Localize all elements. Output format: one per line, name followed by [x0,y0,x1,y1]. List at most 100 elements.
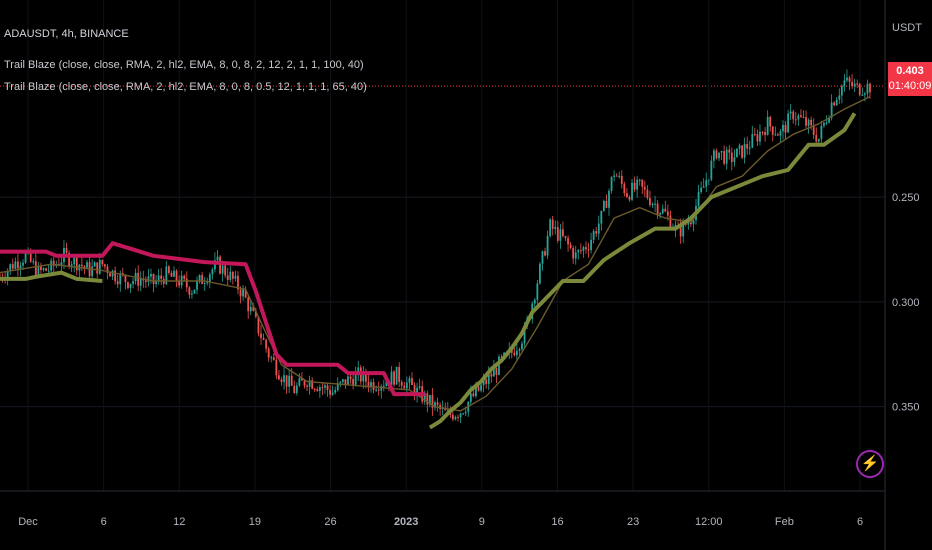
candle-body [40,266,42,271]
candle-body [216,256,219,261]
candle-body [797,115,800,120]
candle-body [265,339,268,349]
candle-body [782,124,784,132]
candle-body [331,392,334,395]
candle-body [86,262,88,268]
candle-body [853,83,856,87]
candle-body [623,183,626,194]
candle-body [45,268,47,271]
time-tick-label: 6 [101,516,107,528]
candle-body [477,386,480,391]
time-axis: Dec 6 12 19 26 2023 9 16 23 12:00 Feb 6 [18,516,863,528]
symbol-label[interactable]: ADAUSDT, 4h, BINANCE [4,28,129,40]
candle-body [464,411,467,414]
candle-body [160,275,163,279]
time-tick-label: 9 [479,516,485,528]
candle-body [805,117,807,126]
candle-body [336,383,339,390]
candle-body [14,261,17,269]
candle-body [656,203,659,215]
candle-body [469,393,472,402]
candle-body [666,211,669,216]
candle-body [116,281,119,285]
candle-body [582,247,585,251]
candle-body [362,371,365,382]
candle-body [185,278,188,288]
candle-body [75,256,78,271]
candle-body [792,111,795,120]
candle-body [224,265,227,276]
candle-body [155,280,157,285]
candle-body [226,275,229,280]
candle-body [554,227,557,229]
candle-body [707,179,710,181]
candle-body [193,289,196,294]
lightning-bolt-icon[interactable]: ⚡ [856,450,884,478]
candle-body [144,280,147,282]
candle-body [22,262,24,266]
candle-body [418,386,421,388]
candle-body [861,94,864,96]
candle-body [636,179,639,190]
candle-body [254,310,257,317]
candle-body [400,381,403,386]
candle-body [613,175,616,177]
candle-body [720,151,723,153]
indicator-legend-2[interactable]: Trail Blaze (close, close, RMA, 2, hl2, … [4,81,367,93]
candle-body [295,385,298,394]
candle-body [24,252,27,263]
candle-body [357,367,360,374]
candle-body [290,375,293,386]
candle-body [50,260,53,271]
candle-body [206,282,209,284]
candle-body [825,122,828,124]
candle-body [68,252,70,267]
candle-body [866,83,869,94]
candle-body [280,379,283,383]
time-tick-label: 26 [324,516,336,528]
candle-body [183,275,186,279]
candle-body [638,179,641,181]
candle-body [318,387,321,391]
candle-body [308,380,311,387]
bull-trail-line-early [0,270,103,283]
candle-body [211,269,214,275]
candle-body [298,378,301,386]
currency-label[interactable]: USDT [892,22,922,34]
candle-body [741,145,743,158]
candle-body [705,180,708,187]
candle-body [109,272,111,277]
indicator-legend-1[interactable]: Trail Blaze (close, close, RMA, 2, hl2, … [4,59,364,71]
fast-trail-line [0,95,871,412]
candle-body [718,152,720,159]
candle-body [728,149,731,153]
time-tick-label: Dec [18,516,38,528]
candle-body [756,134,759,142]
candle-body [840,85,843,96]
candle-body [697,191,700,206]
candle-body [764,131,766,135]
candle-body [272,357,275,360]
candle-body [175,270,178,282]
last-price: 0.403 [896,65,924,77]
candle-body [858,83,861,95]
candle-body [700,187,703,192]
candle-body [546,236,549,256]
candle-body [643,186,646,190]
candle-body [843,80,846,86]
candle-body [794,119,797,121]
candle-body [365,371,367,382]
candle-body [544,251,546,256]
candle-body [349,376,352,380]
candle-body [779,131,782,136]
candle-body [454,416,457,420]
candle-body [275,359,278,376]
candle-body [848,77,851,82]
candle-body [669,215,672,230]
candle-body [769,116,772,127]
candle-body [830,102,833,119]
candle-body [863,93,866,95]
candle-body [733,157,736,162]
candle-body [91,266,94,277]
